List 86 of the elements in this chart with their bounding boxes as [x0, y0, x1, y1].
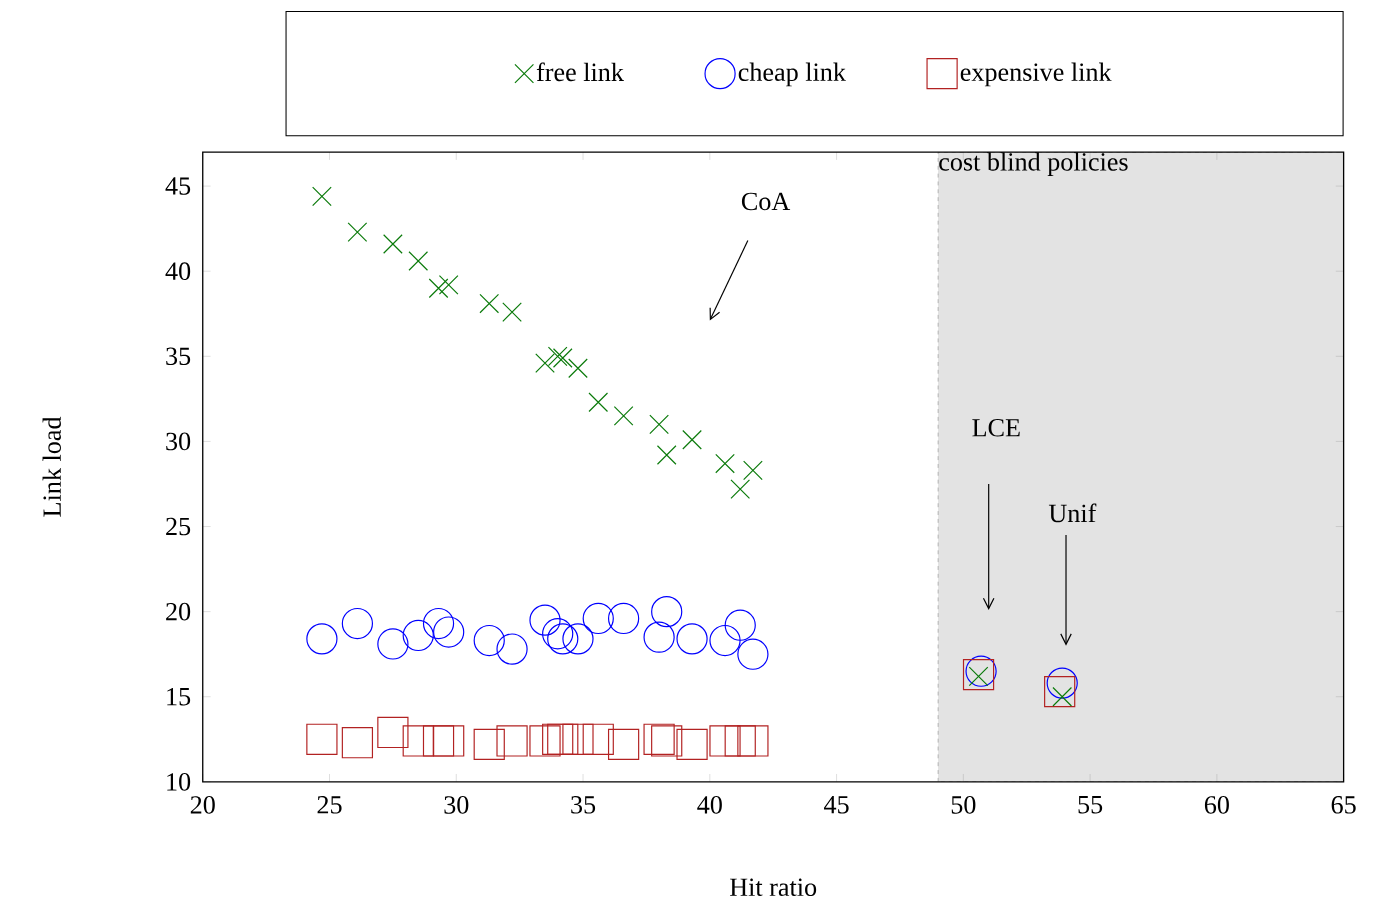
point: [408, 250, 429, 271]
point: [709, 725, 741, 757]
point: [547, 346, 568, 366]
point: [643, 723, 675, 755]
x-tick-label: 65: [1331, 795, 1356, 814]
point: [643, 621, 675, 653]
x-tick-label: 30: [444, 795, 469, 814]
y-tick-label: 25: [166, 517, 191, 536]
x-tick-label: 40: [697, 795, 722, 814]
point: [730, 479, 751, 499]
legend-label: free link: [536, 62, 624, 81]
point: [496, 725, 528, 757]
point: [529, 725, 561, 757]
point: [682, 429, 702, 450]
y-tick-label: 35: [166, 347, 191, 365]
point: [649, 414, 669, 435]
y-axis-title: Link load: [42, 416, 61, 517]
point: [715, 453, 735, 474]
point: [347, 222, 368, 242]
annotation: LCE: [972, 418, 1020, 437]
x-tick-label: 50: [951, 795, 976, 814]
point: [676, 623, 708, 655]
point: [651, 725, 683, 757]
point: [535, 353, 555, 373]
x-tick-label: 45: [824, 795, 849, 814]
point: [607, 728, 640, 760]
point: [582, 723, 614, 755]
point: [651, 595, 683, 628]
annotation: CoA: [741, 192, 791, 211]
point: [377, 716, 409, 748]
point: [709, 624, 741, 657]
point: [724, 725, 756, 757]
point: [479, 293, 500, 314]
point: [306, 723, 338, 755]
point: [613, 405, 634, 426]
point: [529, 604, 561, 636]
x-tick-label: 55: [1078, 795, 1103, 814]
y-tick-label: 20: [166, 602, 191, 621]
point: [473, 624, 505, 657]
point: [402, 619, 434, 651]
point: [568, 358, 588, 378]
y-tick-label: 10: [167, 772, 191, 791]
point: [588, 392, 609, 412]
point: [422, 725, 455, 757]
point: [607, 602, 640, 634]
annotation: Unif: [1048, 503, 1097, 523]
y-tick-label: 45: [165, 177, 191, 195]
point: [656, 445, 677, 465]
point: [306, 623, 338, 655]
point: [552, 348, 573, 368]
legend-label: expensive link: [960, 62, 1112, 87]
point: [737, 638, 769, 670]
point: [737, 725, 769, 757]
x-tick-label: 35: [571, 795, 596, 814]
x-axis-title: Hit ratio: [729, 878, 817, 896]
point: [1052, 686, 1073, 707]
point: [676, 728, 708, 760]
point: [582, 602, 614, 634]
y-tick-label: 40: [165, 262, 191, 280]
point: [502, 302, 522, 322]
point: [341, 607, 374, 640]
point: [422, 607, 455, 640]
point: [1044, 675, 1076, 708]
point: [547, 623, 579, 655]
band-label: cost blind policies: [939, 152, 1128, 176]
legend-label: cheap link: [738, 62, 846, 87]
y-tick-label: 30: [166, 432, 191, 451]
point: [542, 617, 574, 650]
x-tick-label: 60: [1204, 795, 1229, 814]
point: [383, 233, 403, 254]
point: [341, 726, 374, 759]
point: [473, 728, 505, 760]
point: [562, 723, 594, 755]
point: [433, 616, 465, 648]
point: [496, 633, 528, 665]
point: [312, 186, 332, 206]
point: [428, 278, 449, 298]
point: [724, 609, 756, 641]
point: [377, 628, 409, 660]
point: [433, 725, 465, 757]
point: [438, 274, 459, 295]
y-tick-label: 15: [167, 687, 191, 706]
point: [562, 623, 594, 655]
point: [743, 460, 763, 481]
x-tick-label: 20: [190, 795, 215, 814]
x-tick-label: 25: [317, 795, 342, 814]
